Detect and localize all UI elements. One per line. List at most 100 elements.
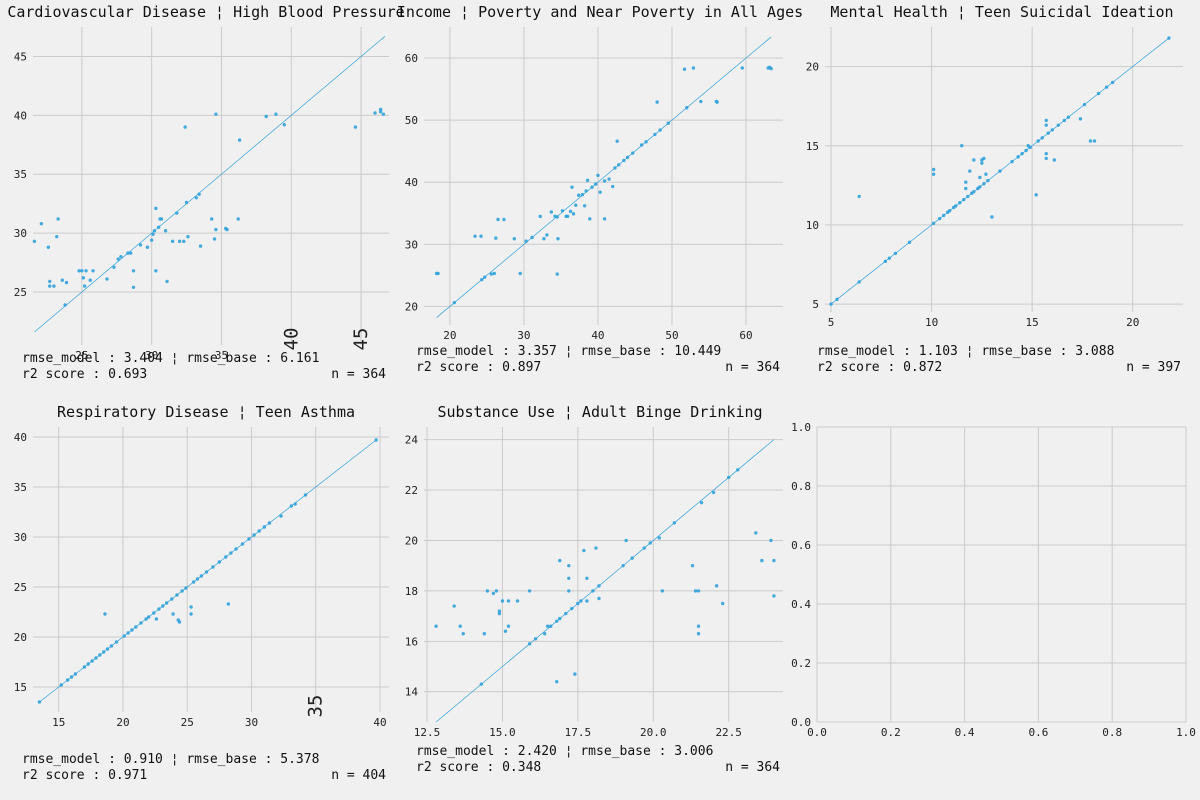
- data-point: [257, 529, 261, 533]
- y-tick-label: 30: [14, 531, 27, 544]
- subplot-title: Income ¦ Poverty and Near Poverty in All…: [397, 3, 803, 21]
- data-point: [672, 521, 677, 525]
- data-point: [958, 201, 962, 205]
- data-point: [175, 211, 179, 215]
- data-point: [699, 99, 703, 104]
- data-point: [157, 607, 161, 611]
- data-point: [1044, 151, 1048, 156]
- data-point: [217, 560, 222, 564]
- data-point: [126, 251, 130, 255]
- data-point: [655, 100, 659, 104]
- data-point: [594, 546, 598, 550]
- data-point: [1066, 115, 1071, 119]
- y-tick-label: 5: [812, 298, 819, 311]
- y-tick-label: 25: [14, 286, 27, 299]
- data-point: [607, 177, 611, 181]
- data-point: [682, 67, 687, 71]
- x-tick-label: 20: [443, 329, 456, 342]
- y-tick-label: 20: [405, 534, 418, 547]
- x-tick-label: 50: [665, 329, 678, 342]
- rmse-text: rmse_model : 3.404 ¦ rmse_base : 6.161: [22, 351, 319, 366]
- data-point: [39, 221, 44, 226]
- data-point: [598, 190, 602, 194]
- data-point: [616, 163, 621, 167]
- y-tick-label: 10: [806, 219, 819, 232]
- data-point: [631, 151, 635, 155]
- data-point: [576, 601, 580, 606]
- x-tick-label: 22.5: [715, 726, 742, 739]
- x-tick-label: 10: [925, 316, 938, 329]
- data-point: [63, 303, 67, 307]
- data-point: [84, 269, 88, 273]
- data-point: [585, 599, 589, 603]
- data-point: [37, 700, 42, 704]
- data-point: [81, 276, 85, 280]
- data-point: [699, 500, 704, 505]
- data-point: [98, 653, 102, 657]
- data-point: [183, 125, 187, 129]
- data-point: [494, 236, 498, 240]
- data-point: [972, 189, 976, 194]
- r2-text: r2 score : 0.872: [817, 360, 942, 375]
- data-point: [648, 541, 652, 545]
- x-tick-label: 0.6: [1028, 726, 1048, 739]
- data-point: [1096, 91, 1101, 96]
- data-point: [229, 551, 233, 555]
- n-count-text: n = 364: [331, 367, 386, 382]
- data-point: [82, 284, 87, 288]
- data-point: [1016, 155, 1020, 159]
- data-point: [48, 279, 52, 284]
- data-point: [109, 644, 114, 648]
- data-point: [560, 209, 565, 213]
- r2-text: r2 score : 0.348: [416, 760, 541, 775]
- x-tick-label: 30: [245, 716, 258, 729]
- subplot-title: Respiratory Disease ¦ Teen Asthma: [57, 403, 355, 421]
- data-point: [602, 217, 607, 221]
- data-point: [582, 204, 587, 208]
- data-point: [580, 192, 585, 197]
- data-point: [613, 166, 617, 170]
- data-point: [584, 189, 588, 193]
- data-point: [527, 642, 532, 646]
- data-point: [131, 269, 136, 273]
- x-tick-label: 0.4: [955, 726, 975, 739]
- data-point: [1020, 151, 1024, 156]
- data-point: [602, 179, 607, 183]
- data-point: [666, 121, 670, 125]
- y-tick-label: 40: [14, 431, 27, 444]
- data-point: [998, 169, 1002, 173]
- data-point: [736, 468, 740, 472]
- data-point: [165, 279, 169, 284]
- data-point: [1046, 131, 1050, 135]
- data-point: [154, 206, 158, 211]
- data-point: [264, 114, 268, 119]
- data-point: [436, 271, 440, 276]
- data-point: [48, 284, 52, 288]
- data-point: [567, 589, 571, 593]
- data-point: [199, 574, 204, 578]
- data-point: [567, 563, 571, 568]
- data-point: [740, 66, 744, 70]
- data-point: [978, 185, 982, 189]
- data-point: [966, 194, 970, 199]
- data-point: [184, 586, 188, 590]
- data-point: [527, 589, 532, 593]
- x-tick-label: 25: [75, 349, 88, 362]
- x-tick-label: 12.5: [414, 726, 441, 739]
- data-point: [146, 615, 151, 619]
- data-point: [226, 602, 231, 606]
- data-point: [515, 599, 520, 603]
- data-point: [122, 634, 126, 638]
- data-point: [214, 227, 218, 232]
- data-point: [80, 269, 84, 273]
- data-point: [772, 558, 776, 563]
- data-point: [461, 632, 465, 636]
- data-point: [293, 502, 297, 506]
- n-count-text: n = 404: [331, 768, 386, 783]
- subplot-2: 20 30 40 50 60 20 30 40 50 60 Income ¦ Poverty and…: [397, 3, 803, 375]
- data-point: [714, 584, 719, 588]
- y-tick-label: 0.0: [791, 716, 811, 729]
- data-point: [570, 185, 574, 189]
- data-point: [558, 558, 562, 563]
- data-point: [931, 167, 936, 172]
